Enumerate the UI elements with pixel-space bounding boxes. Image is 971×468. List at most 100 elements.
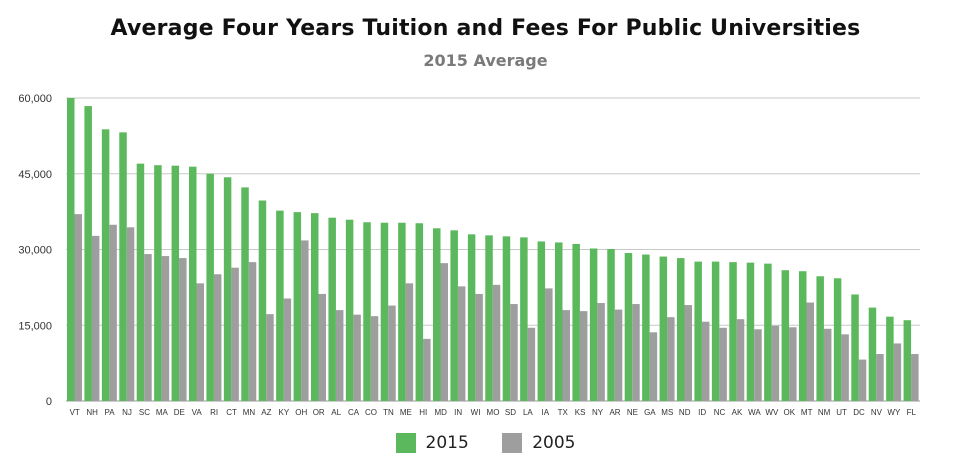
bar-2015-SD — [502, 236, 511, 401]
legend-label-2015: 2015 — [425, 433, 469, 453]
bar-2005-LA — [527, 327, 536, 401]
x-tick-label: SC — [139, 408, 150, 417]
bar-2015-MN — [241, 187, 249, 401]
x-tick-label: FL — [907, 408, 917, 417]
x-tick-label: NH — [86, 408, 98, 417]
bar-2005-DE — [179, 258, 187, 401]
bar-2005-ME — [405, 283, 414, 401]
bar-2015-SC — [136, 163, 145, 401]
bar-2015-MO — [485, 235, 493, 401]
x-tick-label: AR — [609, 408, 620, 417]
x-tick-label: LA — [523, 408, 533, 417]
bar-2015-RI — [206, 173, 214, 401]
x-tick-label: AK — [732, 408, 743, 417]
x-tick-label: IN — [454, 408, 462, 417]
x-tick-label: HI — [419, 408, 427, 417]
x-tick-label: CT — [226, 408, 237, 417]
bar-2015-ID — [694, 261, 702, 401]
bar-2015-KS — [572, 243, 580, 401]
x-tick-label: NV — [871, 408, 883, 417]
bar-2005-GA — [649, 332, 658, 401]
x-tick-label: GA — [644, 408, 656, 417]
bar-2015-KY — [276, 210, 284, 401]
bar-2015-MS — [659, 256, 668, 401]
x-tick-label: DC — [853, 408, 865, 417]
x-tick-label: OK — [784, 408, 796, 417]
bar-2015-WA — [746, 262, 755, 401]
x-tick-label: KY — [279, 408, 290, 417]
bar-2005-NM — [823, 328, 832, 401]
bar-2005-WV — [771, 325, 780, 401]
x-tick-label: TN — [383, 408, 394, 417]
x-tick-label: KS — [575, 408, 586, 417]
bar-2015-GA — [642, 254, 650, 401]
x-tick-label: WV — [765, 408, 779, 417]
x-tick-label: AZ — [261, 408, 271, 417]
bar-2015-TN — [380, 222, 389, 401]
y-tick-label: 60,000 — [18, 93, 52, 105]
bar-2005-MD — [440, 263, 448, 401]
bar-2015-CA — [345, 219, 354, 401]
bar-2015-LA — [520, 237, 528, 401]
bar-2005-UT — [841, 334, 849, 401]
bar-2005-AZ — [266, 314, 274, 401]
x-tick-label: NY — [592, 408, 604, 417]
bar-2005-NV — [876, 354, 884, 401]
chart-title: Average Four Years Tuition and Fees For … — [110, 16, 861, 41]
bar-2015-VT — [67, 98, 75, 401]
chart-subtitle: 2015 Average — [423, 51, 548, 70]
bar-2015-IA — [537, 241, 546, 401]
y-tick-label: 45,000 — [18, 169, 52, 181]
bar-2005-TN — [388, 305, 396, 401]
bar-2015-IN — [450, 230, 458, 401]
bar-2005-AR — [614, 309, 623, 401]
bar-2015-AZ — [258, 200, 267, 401]
bar-2015-TX — [555, 242, 563, 401]
bar-2005-AK — [736, 319, 745, 401]
bar-2015-WY — [886, 316, 894, 401]
bar-2005-PA — [109, 224, 117, 401]
bar-2005-KS — [579, 311, 588, 401]
x-tick-label: OH — [295, 408, 307, 417]
bar-2015-DC — [851, 294, 859, 401]
y-tick-label: 0 — [46, 396, 52, 408]
legend-item-2015: 2015 — [395, 433, 469, 453]
bar-2005-OK — [789, 327, 797, 401]
bar-2005-NE — [632, 304, 640, 401]
y-tick-label: 30,000 — [18, 245, 52, 257]
bar-2005-CA — [353, 314, 361, 401]
bar-2005-NC — [719, 327, 727, 401]
bar-2015-DE — [171, 165, 180, 401]
bar-2005-SC — [144, 254, 152, 401]
x-tick-label: NC — [714, 408, 726, 417]
x-tick-label: TX — [558, 408, 569, 417]
bar-2005-VT — [74, 214, 82, 401]
bar-2015-AK — [729, 262, 737, 401]
x-tick-label: IA — [542, 408, 550, 417]
bar-2005-MN — [248, 262, 257, 401]
y-tick-label: 15,000 — [18, 320, 52, 332]
bar-2015-NY — [589, 248, 598, 401]
bar-2005-AL — [335, 310, 344, 401]
x-tick-label: RI — [210, 408, 218, 417]
bar-2005-DC — [858, 359, 867, 401]
x-tick-label: WA — [748, 408, 761, 417]
bar-2015-OK — [781, 270, 790, 401]
x-tick-label: MO — [487, 408, 500, 417]
bar-2015-MD — [433, 228, 441, 401]
x-tick-label: NJ — [122, 408, 132, 417]
bar-2005-MS — [667, 317, 675, 401]
bar-2005-ND — [684, 305, 692, 401]
x-tick-label: WY — [887, 408, 901, 417]
bar-2015-NM — [816, 276, 824, 401]
bar-2015-AR — [607, 248, 615, 401]
bar-2005-SD — [510, 304, 518, 401]
x-tick-label: NE — [627, 408, 638, 417]
bar-2015-PA — [101, 129, 110, 401]
legend-item-2005: 2005 — [502, 433, 575, 453]
bar-2015-MT — [799, 271, 807, 401]
bar-2005-IN — [457, 286, 466, 401]
bar-2005-HI — [423, 338, 431, 401]
bar-2015-NC — [711, 261, 720, 401]
bar-2015-WV — [764, 263, 772, 401]
